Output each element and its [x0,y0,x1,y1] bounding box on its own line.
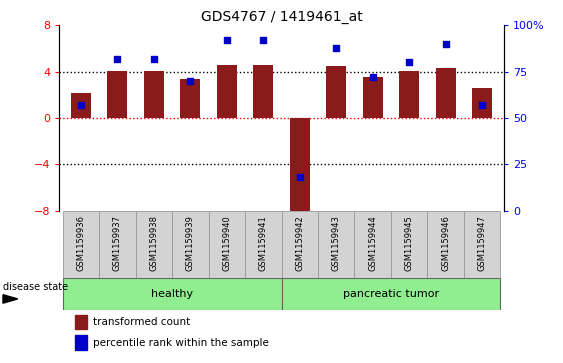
FancyBboxPatch shape [208,211,245,278]
Title: GDS4767 / 1419461_at: GDS4767 / 1419461_at [200,11,363,24]
FancyBboxPatch shape [99,211,136,278]
Text: GSM1159938: GSM1159938 [149,215,158,271]
Text: healthy: healthy [151,289,193,299]
Bar [472,88,492,118]
Bar [144,70,164,118]
Point [441,41,450,47]
Bar [436,68,455,118]
Text: GSM1159946: GSM1159946 [441,215,450,271]
Text: GSM1159940: GSM1159940 [222,215,231,271]
Text: percentile rank within the sample: percentile rank within the sample [93,338,269,348]
FancyBboxPatch shape [427,211,464,278]
Text: GSM1159936: GSM1159936 [77,215,86,271]
Bar [326,66,346,118]
FancyBboxPatch shape [136,211,172,278]
FancyBboxPatch shape [464,211,501,278]
FancyBboxPatch shape [282,211,318,278]
Bar [363,77,383,118]
Point [113,56,122,62]
FancyBboxPatch shape [62,211,99,278]
Text: GSM1159944: GSM1159944 [368,215,377,271]
Bar [75,335,87,350]
Text: GSM1159942: GSM1159942 [295,215,304,271]
Polygon shape [3,295,17,303]
Point [77,102,86,108]
Text: GSM1159943: GSM1159943 [332,215,341,271]
Bar [399,70,419,118]
Point [149,56,158,62]
Text: transformed count: transformed count [93,317,191,327]
Text: pancreatic tumor: pancreatic tumor [343,289,439,299]
FancyBboxPatch shape [62,278,282,310]
Point [477,102,486,108]
FancyBboxPatch shape [245,211,282,278]
FancyBboxPatch shape [355,211,391,278]
Text: GSM1159947: GSM1159947 [477,215,486,271]
Bar [75,314,87,329]
FancyBboxPatch shape [391,211,427,278]
FancyBboxPatch shape [172,211,208,278]
Point [259,37,268,43]
Text: GSM1159941: GSM1159941 [259,215,268,271]
Bar [217,65,237,118]
Bar [180,79,200,118]
Bar [290,118,310,214]
Text: disease state: disease state [3,282,68,292]
FancyBboxPatch shape [318,211,355,278]
Bar [71,93,91,118]
Point [368,74,377,80]
Bar [108,70,127,118]
Text: GSM1159937: GSM1159937 [113,215,122,271]
Point [222,37,231,43]
Point [295,174,304,180]
Point [332,45,341,50]
Bar [253,65,273,118]
Text: GSM1159939: GSM1159939 [186,215,195,271]
Text: GSM1159945: GSM1159945 [405,215,414,271]
Point [186,78,195,84]
Point [405,60,414,65]
FancyBboxPatch shape [282,278,501,310]
